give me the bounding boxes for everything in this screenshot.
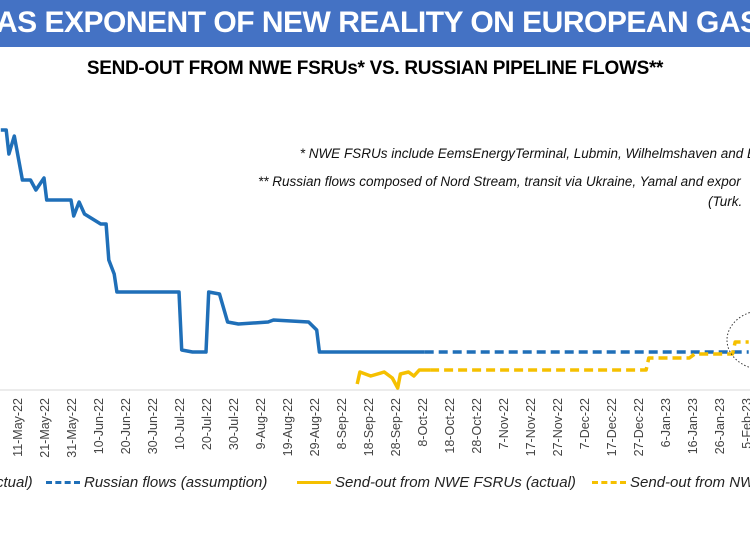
- x-tick-label: 19-Aug-22: [281, 398, 295, 456]
- legend: ctual) Russian flows (assumption) Send-o…: [0, 474, 750, 498]
- x-tick-label: 10-Jul-22: [173, 398, 187, 450]
- x-tick-label: 5-Feb-23: [740, 398, 750, 449]
- x-tick-label: 17-Dec-22: [605, 398, 619, 456]
- x-tick-label: 8-Oct-22: [416, 398, 430, 447]
- x-tick-label: 6-Jan-23: [659, 398, 673, 447]
- x-tick-label: 27-Nov-22: [551, 398, 565, 456]
- x-tick-label: 8-Sep-22: [335, 398, 349, 449]
- series-line-3: [430, 340, 749, 372]
- series-line-0: [0, 128, 425, 354]
- x-tick-label: 26-Jan-23: [713, 398, 727, 454]
- x-tick-label: 17-Nov-22: [524, 398, 538, 456]
- x-tick-label: 30-Jun-22: [146, 398, 160, 454]
- footnote-fsru: * NWE FSRUs include EemsEnergyTerminal, …: [299, 146, 750, 161]
- legend-russian-actual: ctual): [0, 474, 33, 491]
- legend-fsru-assumption: Send-out from NW: [592, 474, 750, 491]
- x-tick-label: 18-Sep-22: [362, 398, 376, 456]
- x-tick-label: 31-May-22: [65, 398, 79, 458]
- x-tick-label: 7-Dec-22: [578, 398, 592, 449]
- legend-russian-assumption: Russian flows (assumption): [46, 474, 267, 491]
- legend-swatch: [46, 481, 80, 484]
- footnote-russian-cont: (Turk.: [708, 194, 743, 209]
- x-tick-label: 16-Jan-23: [686, 398, 700, 454]
- x-tick-label: 28-Sep-22: [389, 398, 403, 456]
- chart-title: SEND-OUT FROM NWE FSRUs* VS. RUSSIAN PIP…: [86, 58, 664, 79]
- x-tick-label: 7-Nov-22: [497, 398, 511, 449]
- x-tick-label: 10-Jun-22: [92, 398, 106, 454]
- x-tick-label: 27-Dec-22: [632, 398, 646, 456]
- legend-swatch: [592, 481, 626, 484]
- legend-fsru-actual: Send-out from NWE FSRUs (actual): [297, 474, 576, 491]
- x-tick-label: 20-Jul-22: [200, 398, 214, 450]
- legend-swatch: [297, 481, 331, 484]
- x-tick-label: 9-Aug-22: [254, 398, 268, 449]
- x-tick-label: 28-Oct-22: [470, 398, 484, 454]
- x-tick-label: 29-Aug-22: [308, 398, 322, 456]
- highlight-ellipse: [726, 311, 750, 369]
- page-title: AS EXPONENT OF NEW REALITY ON EUROPEAN G…: [0, 6, 750, 39]
- title-banner: AS EXPONENT OF NEW REALITY ON EUROPEAN G…: [0, 0, 750, 47]
- x-tick-label: 21-May-22: [38, 398, 52, 458]
- series-line-2: [355, 368, 431, 390]
- x-tick-label: 18-Oct-22: [443, 398, 457, 454]
- footnote-russian: ** Russian flows composed of Nord Stream…: [258, 174, 741, 189]
- x-tick-label: 11-May-22: [11, 398, 25, 457]
- x-tick-label: 30-Jul-22: [227, 398, 241, 450]
- x-tick-label: 20-Jun-22: [119, 398, 133, 454]
